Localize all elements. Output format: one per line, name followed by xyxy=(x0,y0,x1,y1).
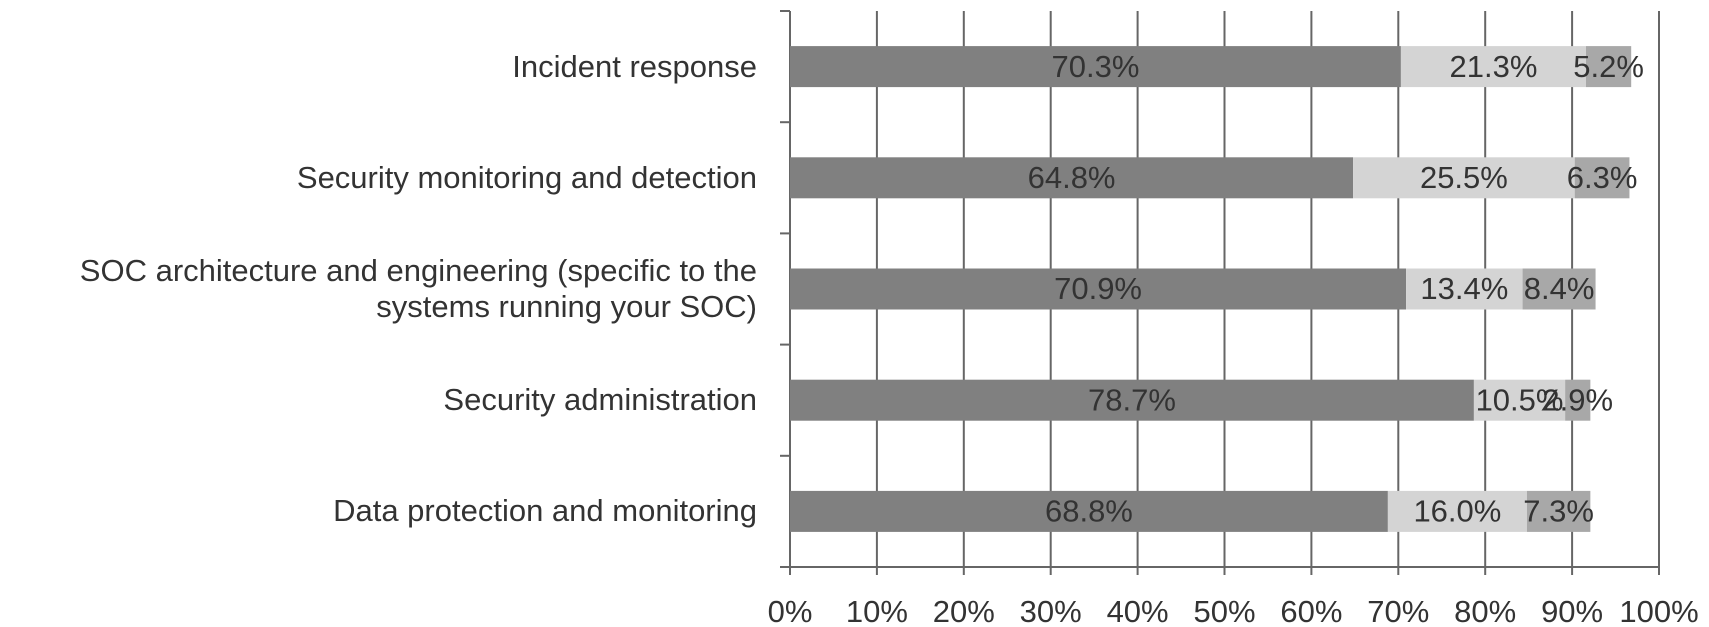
data-label: 2.9% xyxy=(1542,382,1613,417)
data-label: 5.2% xyxy=(1573,49,1644,84)
category-text: Security monitoring and detection xyxy=(296,159,757,195)
x-tick-label: 40% xyxy=(1107,594,1169,627)
data-label: 6.3% xyxy=(1567,160,1638,195)
bar-segment xyxy=(1387,490,1527,532)
x-tick-label: 70% xyxy=(1367,594,1429,627)
bar-segment xyxy=(1522,268,1596,310)
category-text: Security administration xyxy=(443,382,757,418)
data-label: 13.4% xyxy=(1420,271,1508,306)
x-tick-label: 60% xyxy=(1280,594,1342,627)
y-tick-label: Incident response xyxy=(0,49,757,85)
bar-segment xyxy=(790,46,1401,88)
data-label: 78.7% xyxy=(1088,382,1176,417)
y-tick-label: Security monitoring and detection xyxy=(0,160,757,196)
x-tick-label: 20% xyxy=(933,594,995,627)
bar-segment xyxy=(1406,268,1523,310)
x-tick-label: 80% xyxy=(1454,594,1516,627)
bar-segment xyxy=(1473,379,1566,421)
data-label: 68.8% xyxy=(1045,494,1133,529)
category-text: Data protection and monitoring xyxy=(333,493,757,529)
x-tick-label: 30% xyxy=(1020,594,1082,627)
bar-segment xyxy=(790,157,1354,199)
x-tick-label: 100% xyxy=(1619,594,1698,627)
bar-segment xyxy=(790,379,1474,421)
data-label: 16.0% xyxy=(1413,494,1501,529)
x-tick-label: 90% xyxy=(1541,594,1603,627)
data-label: 21.3% xyxy=(1450,49,1538,84)
bar-segment xyxy=(1400,46,1587,88)
bar-segment xyxy=(1565,379,1591,421)
x-tick-label: 0% xyxy=(768,594,813,627)
category-text: Incident response xyxy=(512,48,757,84)
category-text: SOC architecture and engineering (specif… xyxy=(79,253,757,324)
y-tick-label: Security administration xyxy=(0,382,757,418)
y-tick-label: Data protection and monitoring xyxy=(0,493,757,529)
data-label: 7.3% xyxy=(1523,494,1594,529)
bar-segment xyxy=(1353,157,1575,199)
bar-segment xyxy=(1586,46,1632,88)
data-label: 70.3% xyxy=(1052,49,1140,84)
y-tick-label: SOC architecture and engineering (specif… xyxy=(0,253,757,325)
bar-segment xyxy=(1526,490,1591,532)
x-tick-label: 10% xyxy=(846,594,908,627)
data-label: 10.5% xyxy=(1476,382,1564,417)
data-label: 70.9% xyxy=(1054,271,1142,306)
data-label: 64.8% xyxy=(1028,160,1116,195)
data-label: 8.4% xyxy=(1524,271,1595,306)
x-tick-label: 50% xyxy=(1193,594,1255,627)
data-label: 25.5% xyxy=(1420,160,1508,195)
bar-segment xyxy=(790,490,1388,532)
bar-segment xyxy=(790,268,1407,310)
bar-segment xyxy=(1574,157,1630,199)
